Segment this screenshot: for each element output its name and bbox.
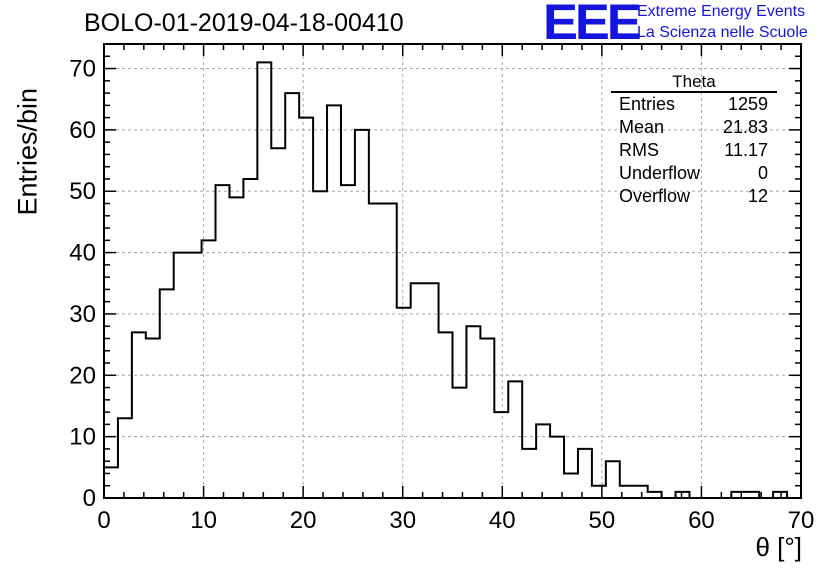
stats-value: 0 bbox=[757, 163, 768, 183]
histogram-bin bbox=[216, 185, 230, 498]
histogram-bin bbox=[634, 486, 648, 498]
histogram-bin bbox=[592, 486, 606, 498]
histogram-bin bbox=[383, 204, 397, 498]
y-axis-label-text: Entries/bin bbox=[12, 87, 43, 216]
histogram-bin bbox=[229, 197, 243, 498]
histogram-bin bbox=[550, 437, 564, 498]
x-tick-label: 10 bbox=[190, 507, 217, 534]
histogram-bin bbox=[578, 449, 592, 498]
y-tick-label: 0 bbox=[83, 485, 96, 512]
histogram-bin bbox=[606, 461, 620, 498]
histogram-bin bbox=[397, 308, 411, 498]
histogram-bin bbox=[271, 148, 285, 498]
histogram-bin bbox=[327, 105, 341, 498]
x-tick-label: 70 bbox=[788, 507, 815, 534]
y-tick-label: 70 bbox=[69, 56, 96, 83]
histogram-bin bbox=[453, 388, 467, 498]
stats-row-overflow: Overflow 12 bbox=[611, 185, 777, 208]
histogram-bin bbox=[425, 283, 439, 498]
histogram-bin bbox=[146, 338, 160, 498]
histogram-bin bbox=[494, 412, 508, 498]
logo-line-1: Extreme Energy Events bbox=[637, 3, 806, 20]
x-tick-label: 30 bbox=[389, 507, 416, 534]
x-axis-label: θ [°] bbox=[755, 532, 802, 562]
x-tick-label: 60 bbox=[688, 507, 715, 534]
histogram-bin bbox=[285, 93, 299, 498]
stats-value: 12 bbox=[747, 186, 768, 206]
histogram-bin bbox=[104, 467, 118, 498]
stats-title: Theta bbox=[611, 72, 777, 93]
histogram-bin bbox=[508, 381, 522, 498]
histogram-bin bbox=[369, 204, 383, 498]
histogram-bin bbox=[439, 332, 453, 498]
histogram-bin bbox=[536, 424, 550, 498]
logo-line-2: La Scienza nelle Scuole bbox=[637, 24, 808, 41]
y-tick-label: 20 bbox=[69, 362, 96, 389]
stats-row-entries: Entries 1259 bbox=[611, 93, 777, 116]
stats-label: Entries bbox=[619, 94, 676, 114]
stats-box: Theta Entries 1259 Mean 21.83 RMS 11.17 … bbox=[611, 72, 777, 208]
stats-row-underflow: Underflow 0 bbox=[611, 162, 777, 185]
eee-logo: EEE bbox=[543, 0, 642, 50]
y-tick-label: 30 bbox=[69, 301, 96, 328]
stats-label: Mean bbox=[619, 117, 665, 137]
histogram-bin bbox=[174, 253, 188, 498]
stats-row-rms: RMS 11.17 bbox=[611, 139, 777, 162]
histogram-bin bbox=[257, 62, 271, 498]
x-tick-label: 20 bbox=[290, 507, 317, 534]
histogram-bin bbox=[341, 185, 355, 498]
x-tick-label: 50 bbox=[589, 507, 616, 534]
histogram-bin bbox=[564, 473, 578, 498]
stats-value: 11.17 bbox=[724, 140, 768, 160]
stats-label: Overflow bbox=[619, 186, 691, 206]
histogram-bin bbox=[243, 179, 257, 498]
stats-row-mean: Mean 21.83 bbox=[611, 116, 777, 139]
histogram-bin bbox=[299, 118, 313, 498]
y-axis-label: Entries/bin bbox=[8, 88, 48, 216]
stats-value: 21.83 bbox=[722, 117, 768, 137]
stats-value: 1259 bbox=[727, 94, 768, 114]
tick-labels: 0 10 20 30 40 50 60 70 0 10 20 30 40 50 60 70 bbox=[69, 56, 814, 534]
y-tick-label: 60 bbox=[69, 117, 96, 144]
stats-label: Underflow bbox=[619, 163, 701, 183]
histogram-bin bbox=[313, 191, 327, 498]
plot-frame bbox=[103, 43, 802, 499]
histogram-bin bbox=[160, 289, 174, 498]
histogram-bin bbox=[132, 332, 146, 498]
y-tick-label: 40 bbox=[69, 240, 96, 267]
histogram-bin bbox=[411, 283, 425, 498]
x-tick-label: 40 bbox=[489, 507, 516, 534]
stats-label: RMS bbox=[619, 140, 659, 160]
x-tick-label: 0 bbox=[97, 507, 110, 534]
histogram-bin bbox=[466, 326, 480, 498]
y-tick-label: 10 bbox=[69, 424, 96, 451]
histogram-bin bbox=[480, 338, 494, 498]
run-title: BOLO-01-2019-04-18-00410 bbox=[84, 9, 404, 37]
histogram-bin bbox=[522, 449, 536, 498]
histogram-bin bbox=[118, 418, 132, 498]
y-tick-label: 50 bbox=[69, 178, 96, 205]
